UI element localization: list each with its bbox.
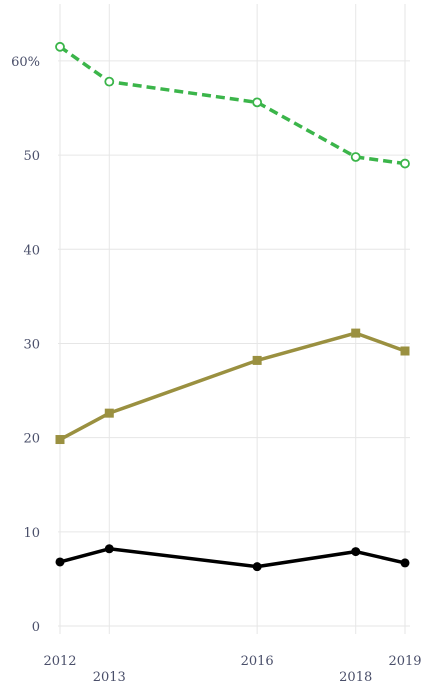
- y-tick-label: 30: [23, 337, 40, 352]
- data-point-marker: [350, 152, 361, 162]
- data-point-marker: [55, 435, 65, 445]
- data-point-marker: [400, 558, 410, 568]
- x-tick-label: 2016: [241, 654, 274, 669]
- y-tick-label: 50: [23, 149, 40, 164]
- data-point-marker: [252, 562, 262, 572]
- data-point-marker: [104, 408, 114, 418]
- y-tick-label: 10: [23, 526, 40, 541]
- data-point-marker: [400, 346, 410, 356]
- x-tick-label: 2018: [339, 670, 372, 685]
- grid-layer: [58, 4, 410, 634]
- tick-layer: 0 10 20 30 40 50 60% 2012 2013 2016 2018 2019: [11, 55, 421, 685]
- y-tick-label: 20: [23, 432, 40, 447]
- x-tick-label: 2012: [43, 654, 76, 669]
- series-layer: [55, 41, 410, 572]
- y-tick-label: 60%: [11, 55, 40, 70]
- data-point-marker: [351, 547, 361, 557]
- data-point-marker: [55, 557, 65, 567]
- data-point-marker: [104, 76, 115, 87]
- data-point-marker: [400, 158, 410, 169]
- x-tick-label: 2013: [93, 670, 126, 685]
- series-line-0: [58, 45, 406, 166]
- y-tick-label: 0: [32, 620, 40, 635]
- data-point-marker: [252, 97, 263, 108]
- y-tick-label: 40: [23, 243, 40, 258]
- data-point-marker: [252, 355, 262, 365]
- data-point-marker: [104, 544, 114, 554]
- data-point-marker: [351, 328, 361, 338]
- data-point-marker: [55, 41, 65, 52]
- series-line-1: [59, 331, 406, 442]
- x-tick-label: 2019: [388, 654, 421, 669]
